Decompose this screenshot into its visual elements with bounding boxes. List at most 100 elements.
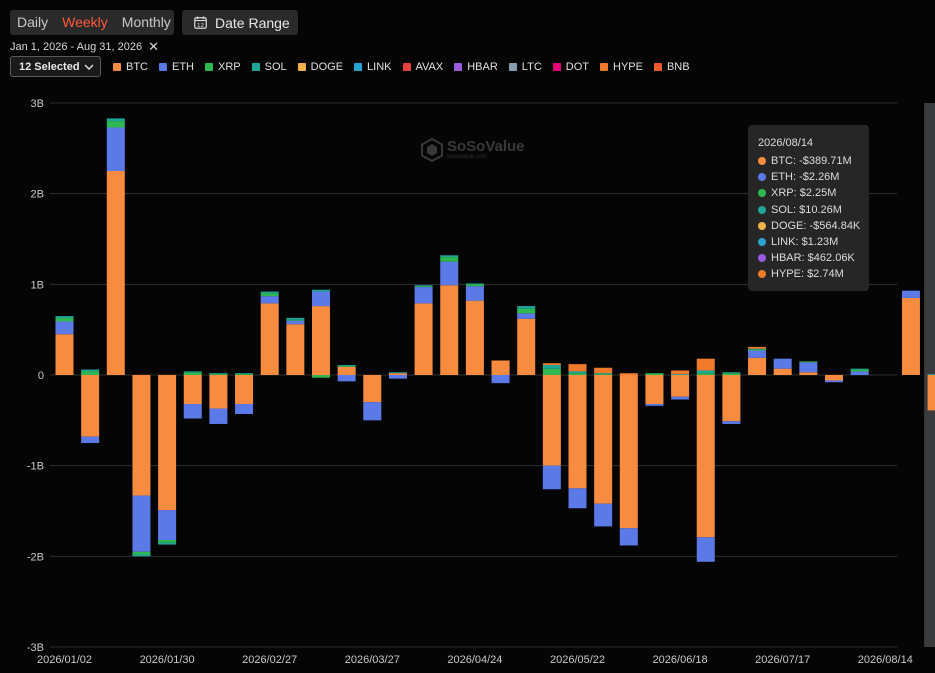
bar-btc	[55, 334, 74, 375]
bar-eth	[722, 421, 741, 424]
tooltip-row: BTC: -$389.71M	[758, 153, 861, 169]
legend-label: DOGE	[310, 60, 344, 73]
legend-item-xrp[interactable]: XRP	[205, 61, 241, 73]
bar-eth	[517, 313, 536, 319]
bar-btc	[491, 360, 510, 375]
bar-btc	[645, 375, 664, 405]
legend-label: HYPE	[613, 60, 643, 73]
bar-btc	[542, 375, 561, 466]
bar-btc	[465, 300, 484, 375]
legend-label: HBAR	[467, 60, 498, 73]
bar-hype	[542, 363, 561, 366]
legend-item-hype[interactable]: HYPE	[600, 61, 643, 73]
legend-label: BTC	[126, 60, 148, 73]
bar-btc	[388, 373, 407, 375]
legend-item-avax[interactable]: AVAX	[402, 61, 443, 73]
tooltip-row: ETH: -$2.26M	[758, 169, 861, 185]
bar-eth	[363, 402, 382, 421]
bar-eth	[106, 127, 125, 171]
bar-eth	[286, 320, 305, 325]
tooltip-value: LINK: $1.23M	[771, 236, 839, 249]
bar-eth	[55, 321, 74, 335]
bar-sol	[183, 371, 202, 373]
legend-item-hbar[interactable]: HBAR	[454, 61, 498, 73]
bar-eth	[465, 286, 484, 301]
legend-item-sol[interactable]: SOL	[251, 61, 287, 73]
legend-item-eth[interactable]: ETH	[159, 61, 194, 73]
tooltip-dot	[758, 221, 766, 230]
bar-btc	[568, 375, 587, 489]
x-tick-label: 2026/04/24	[447, 654, 502, 666]
bar-eth	[337, 375, 356, 382]
date-range-button[interactable]: 12 Date Range	[182, 10, 298, 35]
bar-sol	[414, 285, 433, 287]
bar-xrp	[209, 374, 228, 375]
date-range-display: Jan 1, 2026 - Aug 31, 2026 ✕	[10, 39, 159, 55]
bar-sol	[440, 255, 459, 258]
bar-btc	[825, 375, 843, 381]
legend-item-doge[interactable]: DOGE	[297, 60, 344, 73]
y-tick-label: 3B	[31, 98, 44, 110]
bar-sol	[286, 317, 305, 320]
asset-selector-dropdown[interactable]: 12 Selected	[10, 56, 101, 77]
bar-xrp	[235, 374, 254, 375]
legend-item-btc[interactable]: BTC	[113, 61, 148, 73]
legend-item-bnb[interactable]: BNB	[653, 60, 690, 73]
legend-label: BNB	[666, 60, 690, 73]
bar-sol	[542, 365, 561, 369]
legend-item-link[interactable]: LINK	[354, 60, 392, 73]
bar-eth	[312, 291, 330, 307]
legend-label: DOT	[565, 60, 589, 73]
y-tick-label: -2B	[27, 551, 44, 563]
y-tick-label: -1B	[27, 461, 44, 473]
tooltip-row: HBAR: $462.06K	[758, 250, 861, 266]
watermark-name: SoSoValue	[447, 137, 525, 155]
legend-item-ltc[interactable]: LTC	[508, 61, 542, 73]
x-tick-label: 2026/01/30	[140, 654, 195, 666]
period-weekly-button[interactable]: Weekly	[62, 14, 108, 30]
bar-xrp	[850, 369, 869, 372]
bar-xrp	[645, 373, 664, 375]
bar-xrp	[748, 349, 767, 351]
clear-date-icon[interactable]: ✕	[148, 39, 160, 54]
bar-eth	[388, 375, 407, 379]
legend-swatch	[653, 62, 662, 71]
bar-btc	[414, 303, 433, 375]
bar-sol	[748, 348, 767, 350]
tooltip-value: ETH: -$2.26M	[771, 171, 840, 184]
x-tick-label: 2026/03/27	[345, 654, 400, 666]
x-tick-label: 2026/08/14	[858, 654, 913, 666]
period-daily-button[interactable]: Daily	[17, 14, 49, 30]
bar-hype	[568, 364, 587, 372]
bar-btc	[773, 368, 792, 375]
bar-eth	[645, 404, 664, 406]
period-monthly-button[interactable]: Monthly	[121, 14, 171, 30]
bar-sol	[722, 372, 741, 374]
date-range-value: Jan 1, 2026 - Aug 31, 2026	[10, 41, 143, 53]
bar-hype	[696, 358, 715, 371]
bar-btc	[671, 375, 690, 397]
bar-btc	[696, 375, 715, 538]
bar-btc	[132, 375, 151, 496]
bar-sol	[927, 374, 935, 375]
tooltip-row: XRP: $2.25M	[758, 185, 861, 201]
legend-label: LINK	[367, 60, 392, 73]
bar-sol	[850, 368, 869, 370]
bar-sol	[312, 289, 330, 292]
bar-xrp	[158, 540, 177, 543]
chart-tooltip: 2026/08/14 BTC: -$389.71M ETH: -$2.26M XRP…	[748, 125, 869, 291]
bar-btc	[594, 375, 613, 504]
bar-eth	[491, 375, 510, 384]
sosovalue-logo-icon	[421, 138, 443, 162]
chart-legend: BTC ETH XRP SOL DOGE LINK AVAX HBAR LTC DOT HYPE BN…	[113, 56, 701, 77]
y-tick-label: 1B	[31, 279, 44, 291]
bar-xrp	[260, 293, 279, 297]
bar-eth	[671, 396, 690, 400]
legend-swatch	[297, 62, 306, 71]
tooltip-row: LINK: $1.23M	[758, 234, 861, 250]
legend-item-dot[interactable]: DOT	[552, 60, 589, 73]
bar-btc	[517, 318, 536, 375]
bar-xrp	[465, 284, 484, 287]
bar-eth	[825, 380, 843, 383]
